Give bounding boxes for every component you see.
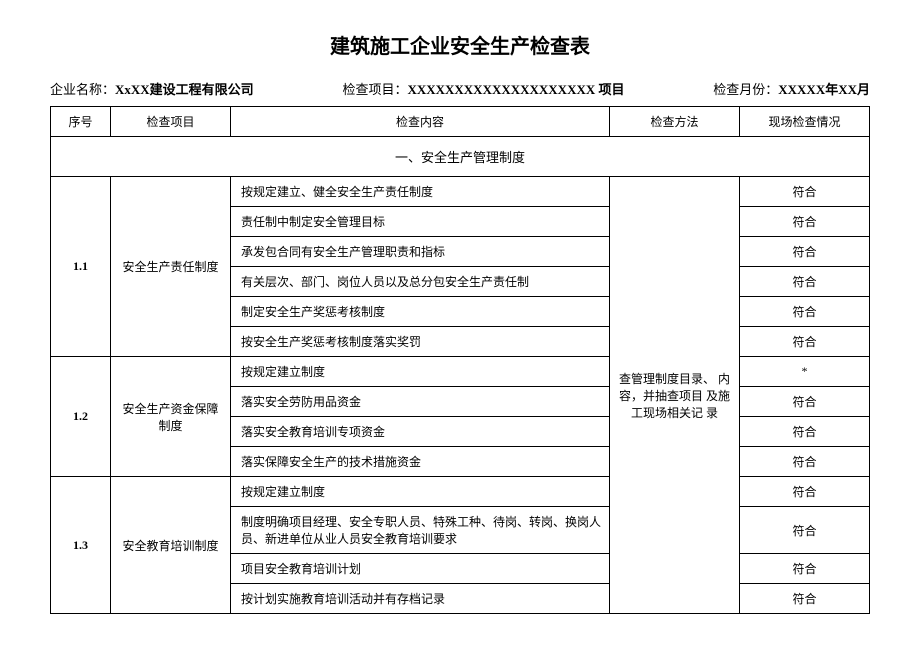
row-content: 制度明确项目经理、安全专职人员、特殊工种、待岗、转岗、换岗人 员、新进单位从业人…: [231, 507, 610, 554]
meta-row: 企业名称：XxXX建设工程有限公司 检查项目：XXXXXXXXXXXXXXXXX…: [50, 79, 870, 98]
row-content: 落实安全劳防用品资金: [231, 387, 610, 417]
header-content: 检查内容: [231, 107, 610, 137]
row-result: 符合: [740, 297, 870, 327]
row-content: 按规定建立制度: [231, 477, 610, 507]
row-result: 符合: [740, 417, 870, 447]
row-result: 符合: [740, 177, 870, 207]
row-result: 符合: [740, 584, 870, 614]
row-idx: 1.3: [51, 477, 111, 614]
section-header-row: 一、安全生产管理制度: [51, 137, 870, 177]
row-content: 承发包合同有安全生产管理职责和指标: [231, 237, 610, 267]
row-result: 符合: [740, 387, 870, 417]
table-header-row: 序号 检查项目 检查内容 检查方法 现场检查情况: [51, 107, 870, 137]
row-item: 安全生产责任制度: [111, 177, 231, 357]
row-result: 符合: [740, 267, 870, 297]
row-result: 符合: [740, 327, 870, 357]
header-idx: 序号: [51, 107, 111, 137]
meta-project: 检查项目：XXXXXXXXXXXXXXXXXXXX 项目: [342, 79, 624, 98]
row-item: 安全教育培训制度: [111, 477, 231, 614]
row-content: 按安全生产奖惩考核制度落实奖罚: [231, 327, 610, 357]
row-result: 符合: [740, 507, 870, 554]
row-content: 责任制中制定安全管理目标: [231, 207, 610, 237]
month-value: XXXXX年XX月: [778, 82, 870, 97]
table-row: 1.2安全生产资金保障 制度按规定建立制度*: [51, 357, 870, 387]
row-result: *: [740, 357, 870, 387]
meta-company: 企业名称：XxXX建设工程有限公司: [50, 79, 254, 98]
company-value: XxXX建设工程有限公司: [115, 82, 254, 97]
company-label: 企业名称：: [50, 82, 115, 97]
row-result: 符合: [740, 207, 870, 237]
row-result: 符合: [740, 554, 870, 584]
row-content: 按规定建立、健全安全生产责任制度: [231, 177, 610, 207]
month-label: 检查月份：: [713, 82, 778, 97]
row-content: 有关层次、部门、岗位人员以及总分包安全生产责任制: [231, 267, 610, 297]
row-content: 按计划实施教育培训活动并有存档记录: [231, 584, 610, 614]
inspection-table: 序号 检查项目 检查内容 检查方法 现场检查情况 一、安全生产管理制度 1.1安…: [50, 106, 870, 614]
row-content: 落实保障安全生产的技术措施资金: [231, 447, 610, 477]
table-row: 1.1安全生产责任制度按规定建立、健全安全生产责任制度查管理制度目录、 内容，并…: [51, 177, 870, 207]
header-item: 检查项目: [111, 107, 231, 137]
row-content: 制定安全生产奖惩考核制度: [231, 297, 610, 327]
row-idx: 1.2: [51, 357, 111, 477]
row-content: 落实安全教育培训专项资金: [231, 417, 610, 447]
row-result: 符合: [740, 237, 870, 267]
header-method: 检查方法: [610, 107, 740, 137]
row-content: 项目安全教育培训计划: [231, 554, 610, 584]
project-label: 检查项目：: [342, 82, 407, 97]
project-value: XXXXXXXXXXXXXXXXXXXX 项目: [407, 82, 624, 97]
meta-month: 检查月份：XXXXX年XX月: [713, 79, 870, 98]
page-title: 建筑施工企业安全生产检查表: [50, 30, 870, 59]
section-title: 一、安全生产管理制度: [51, 137, 870, 177]
row-result: 符合: [740, 477, 870, 507]
header-result: 现场检查情况: [740, 107, 870, 137]
row-method: 查管理制度目录、 内容，并抽查项目 及施工现场相关记 录: [610, 177, 740, 614]
row-idx: 1.1: [51, 177, 111, 357]
table-row: 1.3安全教育培训制度按规定建立制度符合: [51, 477, 870, 507]
row-result: 符合: [740, 447, 870, 477]
row-item: 安全生产资金保障 制度: [111, 357, 231, 477]
row-content: 按规定建立制度: [231, 357, 610, 387]
